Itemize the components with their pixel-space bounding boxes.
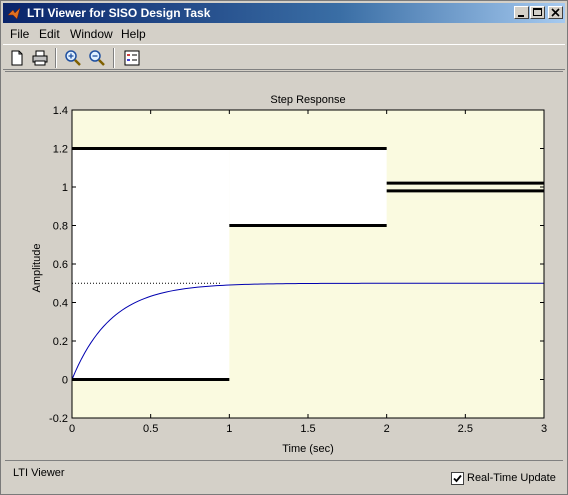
y-tick-label: 0.2: [53, 336, 68, 348]
y-tick-label: 1.2: [53, 144, 68, 156]
x-tick-label: 1.5: [300, 423, 315, 435]
feasible-region: [229, 148, 387, 226]
y-tick-label: 0.4: [53, 298, 68, 310]
matlab-logo-icon: [7, 7, 21, 20]
realtime-update-checkbox[interactable]: [451, 472, 464, 485]
y-axis-label: Amplitude: [31, 244, 43, 293]
toolbar-separator: [55, 48, 57, 68]
plot-title: Step Response: [270, 94, 345, 106]
y-tick-label: 0.6: [53, 259, 68, 271]
zoom-in-icon[interactable]: [63, 48, 83, 68]
x-tick-label: 3: [541, 423, 547, 435]
realtime-update-label: Real-Time Update: [467, 472, 556, 484]
x-tick-label: 1: [226, 423, 232, 435]
window-title: LTI Viewer for SISO Design Task: [27, 6, 211, 20]
maximize-icon: [533, 8, 542, 16]
x-tick-label: 2: [384, 423, 390, 435]
close-icon: [551, 8, 560, 17]
checkmark-icon: [453, 474, 462, 483]
step-response-curve: [71, 282, 544, 380]
menu-edit[interactable]: Edit: [39, 27, 60, 41]
minimize-button[interactable]: [514, 6, 529, 19]
close-button[interactable]: [548, 6, 563, 19]
y-tick-label: 0.8: [53, 221, 68, 233]
title-bar[interactable]: LTI Viewer for SISO Design Task: [3, 3, 565, 23]
status-label: LTI Viewer: [13, 467, 65, 479]
figure-area: 0 0.5 1 1.5 2 2.5 3 -0.2 0 0.2 0.4 0.6 0.8 1 1.2 1.4 S…: [5, 71, 563, 458]
toolbar: [3, 44, 565, 70]
menu-window[interactable]: Window: [70, 27, 113, 41]
step-response-plot[interactable]: 0 0.5 1 1.5 2 2.5 3 -0.200.20.40.60.811.21.4 S…: [5, 72, 563, 458]
print-icon[interactable]: [30, 48, 50, 68]
menu-help[interactable]: Help: [121, 27, 146, 41]
x-tick-label: 0: [69, 423, 75, 435]
minimize-icon: [518, 15, 524, 17]
y-tick-label: 0: [62, 375, 68, 387]
menu-file[interactable]: File: [10, 27, 30, 41]
status-bar: LTI Viewer Real-Time Update: [5, 460, 563, 490]
y-tick-label: 1: [62, 182, 68, 194]
new-figure-icon[interactable]: [7, 48, 27, 68]
feasible-region: [72, 148, 230, 380]
legend-icon[interactable]: [122, 48, 142, 68]
menu-bar: File Edit Window Help: [3, 24, 565, 43]
x-axis-label: Time (sec): [282, 443, 334, 455]
x-tick-label: 0.5: [143, 423, 158, 435]
y-tick-label: 1.4: [53, 105, 68, 117]
x-tick-label: 2.5: [458, 423, 473, 435]
zoom-out-icon[interactable]: [87, 48, 107, 68]
toolbar-separator: [113, 48, 115, 68]
maximize-button[interactable]: [530, 6, 545, 19]
y-tick-label: -0.2: [49, 413, 68, 425]
